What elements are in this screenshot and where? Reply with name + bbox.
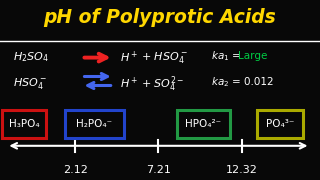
Text: H₃PO₄: H₃PO₄	[9, 119, 39, 129]
Text: $H_2SO_4$: $H_2SO_4$	[13, 51, 49, 64]
Text: H₂PO₄⁻: H₂PO₄⁻	[76, 119, 112, 129]
Text: $H^+$: $H^+$	[120, 50, 138, 65]
Text: PO₄³⁻: PO₄³⁻	[266, 119, 294, 129]
Text: 7.21: 7.21	[146, 165, 171, 175]
Text: =: =	[232, 51, 241, 61]
Text: 12.32: 12.32	[226, 165, 258, 175]
Text: $HSO_4^-$: $HSO_4^-$	[13, 76, 47, 91]
Text: = 0.012: = 0.012	[232, 77, 274, 87]
Bar	[177, 110, 230, 138]
Text: 2.12: 2.12	[63, 165, 88, 175]
Text: $ka_1$: $ka_1$	[211, 49, 229, 63]
Bar	[65, 110, 124, 138]
Bar	[2, 110, 46, 138]
Text: $H^+$: $H^+$	[120, 76, 138, 91]
Text: $ka_2$: $ka_2$	[211, 75, 229, 89]
Text: pH of Polyprotic Acids: pH of Polyprotic Acids	[44, 8, 276, 27]
Bar	[257, 110, 303, 138]
Text: $+\ SO_4^{2-}$: $+\ SO_4^{2-}$	[141, 74, 184, 93]
Text: HPO₄²⁻: HPO₄²⁻	[185, 119, 221, 129]
Text: Large: Large	[238, 51, 268, 61]
Text: $+\ HSO_4^-$: $+\ HSO_4^-$	[141, 50, 188, 65]
